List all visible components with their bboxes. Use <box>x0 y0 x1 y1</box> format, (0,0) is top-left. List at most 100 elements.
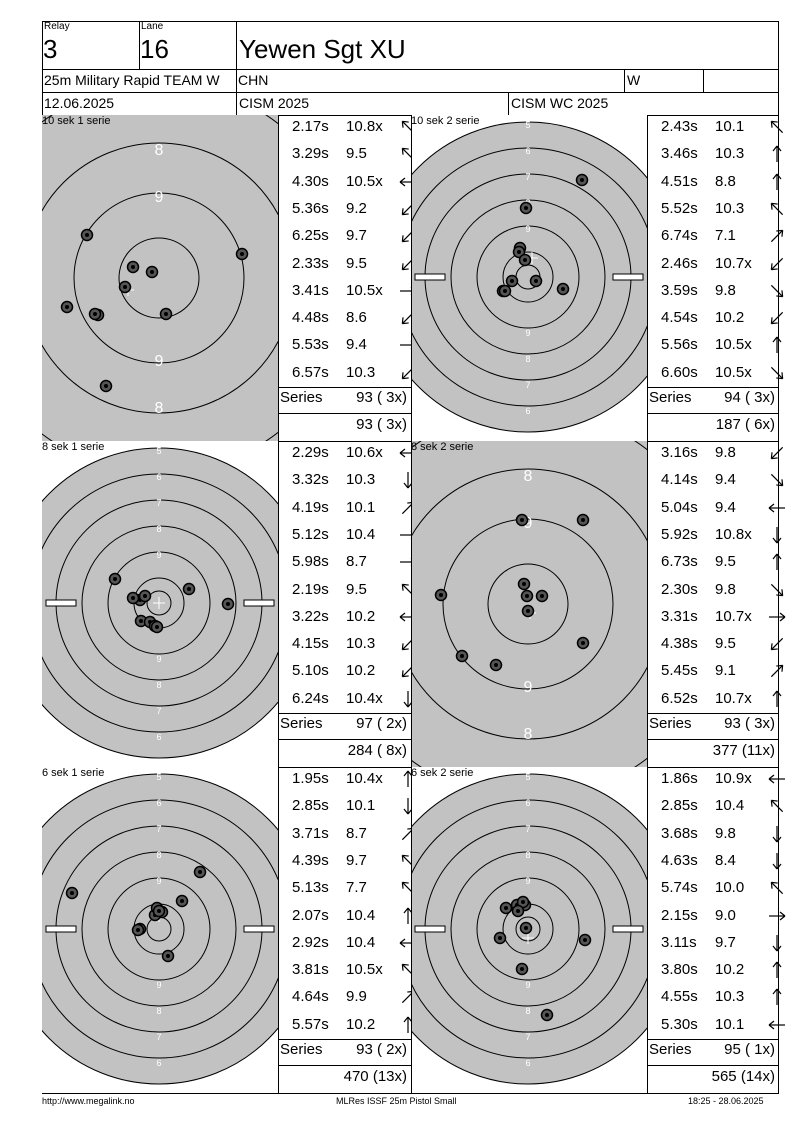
target-diagram: 5 6 7 8 9 9 8 7 6 5 <box>42 441 278 767</box>
ring-number: 8 <box>156 680 161 690</box>
shot-hole <box>515 513 529 527</box>
ring-number: 8 <box>525 1006 530 1016</box>
shot-time: 2.17s <box>292 118 329 135</box>
shot-time: 5.10s <box>292 662 329 680</box>
shot-row: 5.92s 10.8x <box>661 526 782 546</box>
direction-arrow-icon <box>770 257 784 270</box>
shot-time: 3.31s <box>661 607 698 625</box>
shot-row: 4.51s 8.8 <box>661 172 782 193</box>
shot-hole <box>455 649 469 663</box>
date: 12.06.2025 <box>44 95 115 111</box>
divider <box>42 69 779 70</box>
direction-arrow-icon <box>772 852 782 870</box>
divider <box>647 387 779 388</box>
shot-time: 3.81s <box>292 961 329 979</box>
shot-score: 9.5 <box>715 635 736 653</box>
shot-row: 5.56s 10.5x <box>661 336 782 356</box>
shot-time: 4.30s <box>292 172 329 190</box>
shot-row: 4.15s 10.3 <box>292 635 415 655</box>
shot-row: 2.85s 10.1 <box>292 797 413 817</box>
shot-row: 4.30s 10.5x <box>292 172 416 193</box>
shot-hole <box>88 307 102 321</box>
shot-time: 3.11s <box>661 933 697 951</box>
divider <box>42 92 779 93</box>
ring-5 <box>411 121 647 433</box>
shot-time: 4.54s <box>661 309 698 327</box>
ring-number: 8 <box>525 354 530 364</box>
shot-score: 10.1 <box>715 1015 745 1033</box>
shot-score: 8.8 <box>715 172 736 190</box>
shot-row: 6.57s 10.3 <box>292 364 415 384</box>
ring-number: 6 <box>525 146 530 156</box>
shot-score: 10.8x <box>346 118 383 135</box>
ring <box>118 237 200 319</box>
sight-bar-right <box>612 273 644 281</box>
ring-number: 5 <box>156 758 161 767</box>
ring-number: 8 <box>155 400 164 417</box>
shot-score: 10.5x <box>715 363 752 381</box>
target-diagram: 5 6 7 8 9 9 8 7 6 5 <box>42 767 278 1093</box>
shot-score: 7.7 <box>346 879 367 897</box>
shot-score: 8.7 <box>346 553 367 571</box>
group-center-mark <box>153 597 165 609</box>
footer-url[interactable]: http://www.megalink.no <box>42 1096 135 1106</box>
ring-number: 7 <box>525 172 530 182</box>
shot-row: 2.07s 10.4 <box>292 907 413 927</box>
shot-time: 5.04s <box>661 498 698 516</box>
shot-time: 4.38s <box>661 635 698 653</box>
shot-row: 5.57s 10.2 <box>292 1016 413 1036</box>
shot-score: 9.5 <box>346 580 367 598</box>
ring-number: 9 <box>525 876 530 886</box>
ring-number: 9 <box>156 654 161 664</box>
divider <box>42 115 779 116</box>
series-title: 10 sek 1 serie <box>42 115 111 127</box>
shot-row: 4.55s 10.3 <box>661 988 782 1008</box>
ring-8 <box>81 851 237 1007</box>
series-total: 97 ( 2x) <box>356 715 407 732</box>
series-title: 6 sek 2 serie <box>411 767 474 779</box>
divider <box>278 1065 411 1066</box>
ring-6 <box>42 799 278 1059</box>
target-diagram: 8 9 9 8 <box>42 115 278 441</box>
shot-hole <box>193 865 207 879</box>
shot-time: 4.14s <box>661 471 698 489</box>
shot-hole <box>493 931 507 945</box>
shot-hole <box>108 572 122 586</box>
ring-number: 9 <box>524 679 533 696</box>
shot-score: 10.7x <box>715 607 752 625</box>
shot-time: 4.48s <box>292 309 329 327</box>
shot-time: 5.45s <box>661 662 698 680</box>
shot-time: 3.22s <box>292 607 329 625</box>
shot-hole <box>499 901 513 915</box>
shot-time: 3.71s <box>292 824 329 842</box>
shot-hole <box>576 636 590 650</box>
shot-time: 5.56s <box>661 336 698 354</box>
shot-hole <box>516 895 530 909</box>
shot-row: 3.80s 10.2 <box>661 961 782 981</box>
shot-score: 10.3 <box>346 635 376 653</box>
shot-row: 5.04s 9.4 <box>661 498 785 519</box>
direction-arrow-icon <box>770 583 784 596</box>
shot-row: 3.16s 9.8 <box>661 444 784 464</box>
shot-row: 2.92s 10.4 <box>292 933 416 954</box>
shot-row: 3.41s 10.5x <box>292 282 417 302</box>
shot-time: 2.92s <box>292 933 329 951</box>
ring <box>42 142 278 414</box>
shot-time: 5.53s <box>292 336 329 354</box>
shot-row: 3.29s 9.5 <box>292 145 415 165</box>
divider <box>278 767 279 1093</box>
divider <box>647 713 779 714</box>
shot-score: 9.4 <box>715 498 736 516</box>
ring-number: 6 <box>525 798 530 808</box>
shot-row: 5.45s 9.1 <box>661 662 784 682</box>
ring-number: 5 <box>525 1084 530 1093</box>
shot-row: 5.36s 9.2 <box>292 200 415 220</box>
direction-arrow-icon <box>772 825 782 842</box>
shot-row: 4.14s 9.4 <box>661 471 784 491</box>
shot-hole <box>152 904 166 918</box>
shot-row: 1.86s 10.9x <box>661 770 785 790</box>
shot-hole <box>518 253 532 267</box>
shot-hole <box>434 588 448 602</box>
gender: W <box>627 72 641 88</box>
series-total: 93 ( 3x) <box>356 389 407 406</box>
